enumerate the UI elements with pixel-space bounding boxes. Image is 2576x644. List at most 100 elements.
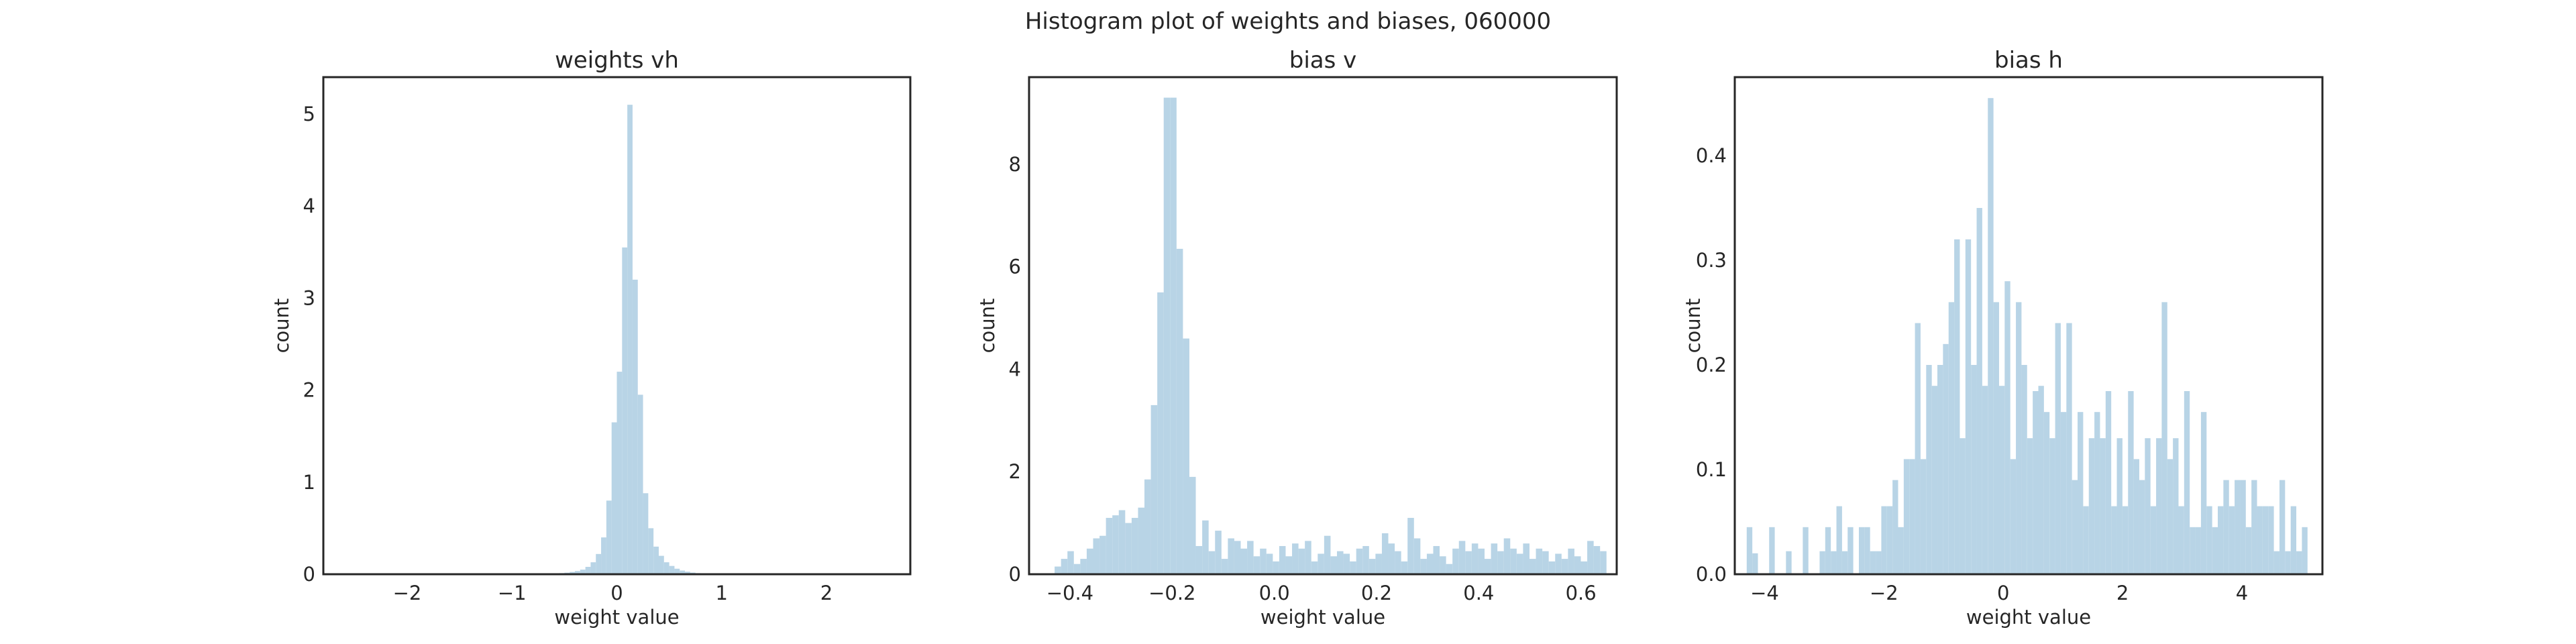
histogram-bar bbox=[1825, 527, 1831, 574]
histogram-bar bbox=[1061, 559, 1068, 574]
histogram-bar bbox=[1266, 553, 1273, 574]
histogram-bar bbox=[1413, 538, 1421, 574]
histogram-bar bbox=[1388, 543, 1395, 574]
histogram-bar bbox=[1803, 527, 1809, 574]
histogram-bar bbox=[1574, 556, 1581, 574]
y-tick-label: 8 bbox=[1009, 153, 1021, 176]
x-tick-label: −0.4 bbox=[1046, 582, 1093, 604]
chart-title: bias v bbox=[1289, 47, 1357, 74]
histogram-bar bbox=[590, 562, 596, 574]
histogram-bar bbox=[2279, 480, 2286, 574]
histogram-bar bbox=[1988, 98, 1994, 574]
histogram-bar bbox=[1221, 559, 1228, 574]
histogram-bar bbox=[2206, 506, 2212, 574]
histogram-bar bbox=[1112, 515, 1119, 574]
y-tick-label: 0.1 bbox=[1696, 458, 1727, 481]
histogram-bar bbox=[1561, 559, 1568, 574]
histogram-bar bbox=[1106, 517, 1113, 574]
histogram-bar bbox=[1580, 561, 1588, 574]
x-tick-label: 0.6 bbox=[1566, 582, 1597, 604]
histogram-bar bbox=[2078, 412, 2084, 574]
histogram-bar bbox=[1228, 538, 1234, 574]
histogram-bar bbox=[648, 528, 654, 574]
histogram-bar bbox=[2133, 459, 2139, 574]
histogram-bar bbox=[680, 570, 686, 574]
histogram-bar bbox=[1841, 551, 1848, 574]
y-axis-label: count bbox=[976, 299, 999, 354]
histogram-bar bbox=[1195, 545, 1203, 574]
histogram-bar bbox=[1311, 561, 1318, 574]
histogram-bar bbox=[1407, 517, 1414, 574]
x-tick-label: −0.2 bbox=[1148, 582, 1195, 604]
x-axis-label: weight value bbox=[554, 606, 679, 629]
histogram-bar bbox=[2043, 412, 2050, 574]
histogram-bar bbox=[596, 553, 602, 574]
y-tick-label: 4 bbox=[303, 195, 315, 217]
histogram-bar bbox=[1125, 523, 1132, 574]
y-tick-label: 0 bbox=[303, 563, 315, 586]
histogram-bar bbox=[1993, 302, 1999, 574]
histogram-bar bbox=[611, 422, 617, 574]
x-tick-label: 0.0 bbox=[1259, 582, 1290, 604]
x-tick-label: 0.2 bbox=[1361, 582, 1392, 604]
histogram-bar bbox=[674, 568, 680, 574]
histogram-bar bbox=[1118, 510, 1126, 574]
histogram-bar bbox=[1465, 551, 1472, 574]
histogram-bar bbox=[601, 537, 606, 574]
histogram-bar bbox=[2245, 527, 2252, 574]
histogram-bar bbox=[2122, 506, 2129, 574]
histogram-bar bbox=[1892, 480, 1898, 574]
histogram-bar bbox=[2004, 281, 2010, 574]
histogram-bar bbox=[1292, 543, 1299, 574]
histogram-bar bbox=[1420, 559, 1427, 574]
histogram-bar bbox=[1260, 548, 1267, 574]
histogram-bar bbox=[1886, 506, 1893, 574]
histogram-bar bbox=[1099, 535, 1106, 574]
histogram-bar bbox=[1247, 541, 1254, 574]
histogram-bar bbox=[2167, 459, 2174, 574]
histogram-bar bbox=[580, 570, 586, 574]
histogram-bar bbox=[2094, 412, 2100, 574]
chart-title: bias h bbox=[1994, 47, 2063, 74]
histogram-bar bbox=[1965, 239, 1972, 574]
histogram-bar bbox=[606, 500, 612, 574]
histogram-bar bbox=[1516, 553, 1523, 574]
histogram-bar bbox=[1440, 556, 1446, 574]
histogram-bar bbox=[669, 566, 675, 574]
histogram-bar bbox=[1067, 551, 1074, 574]
histogram-bar bbox=[2161, 302, 2167, 574]
histogram-bar bbox=[570, 572, 575, 574]
histogram-bar bbox=[1971, 365, 1977, 574]
histogram-bar bbox=[2150, 506, 2157, 574]
histogram-bar bbox=[1931, 386, 1938, 574]
x-tick-label: −1 bbox=[498, 582, 527, 604]
histogram-bar bbox=[1819, 551, 1825, 574]
histogram-bar bbox=[1131, 517, 1138, 574]
histogram-bar bbox=[1138, 507, 1145, 574]
histogram-bar bbox=[1343, 553, 1350, 574]
histogram-bar bbox=[1548, 561, 1556, 574]
histogram-bar bbox=[1452, 548, 1459, 574]
histogram-bar bbox=[2173, 438, 2179, 574]
histogram-bar bbox=[2268, 506, 2274, 574]
histogram-bar bbox=[1836, 506, 1842, 574]
histogram-bar bbox=[1170, 97, 1177, 574]
histogram-bar bbox=[2190, 527, 2196, 574]
histogram-bar bbox=[1542, 551, 1549, 574]
x-tick-label: −4 bbox=[1750, 582, 1779, 604]
histogram-bar bbox=[1330, 556, 1337, 574]
histogram-bar bbox=[663, 562, 669, 574]
histogram-bar bbox=[1080, 559, 1087, 574]
x-tick-label: 4 bbox=[2236, 582, 2248, 604]
x-tick-label: 2 bbox=[820, 582, 833, 604]
histogram-bar bbox=[1909, 459, 1915, 574]
histogram-bar bbox=[1847, 527, 1854, 574]
y-axis-label: count bbox=[1682, 299, 1705, 354]
histogram-bar bbox=[1215, 531, 1222, 574]
histogram-bar bbox=[1876, 551, 1882, 574]
histogram-bar bbox=[1368, 559, 1376, 574]
histogram-bar bbox=[1746, 527, 1753, 574]
histogram-bar bbox=[653, 546, 659, 574]
chart-panel-1: −2 −1 0 1 2 0 1 2 3 4 5 weights vh weight value count bbox=[270, 47, 912, 629]
